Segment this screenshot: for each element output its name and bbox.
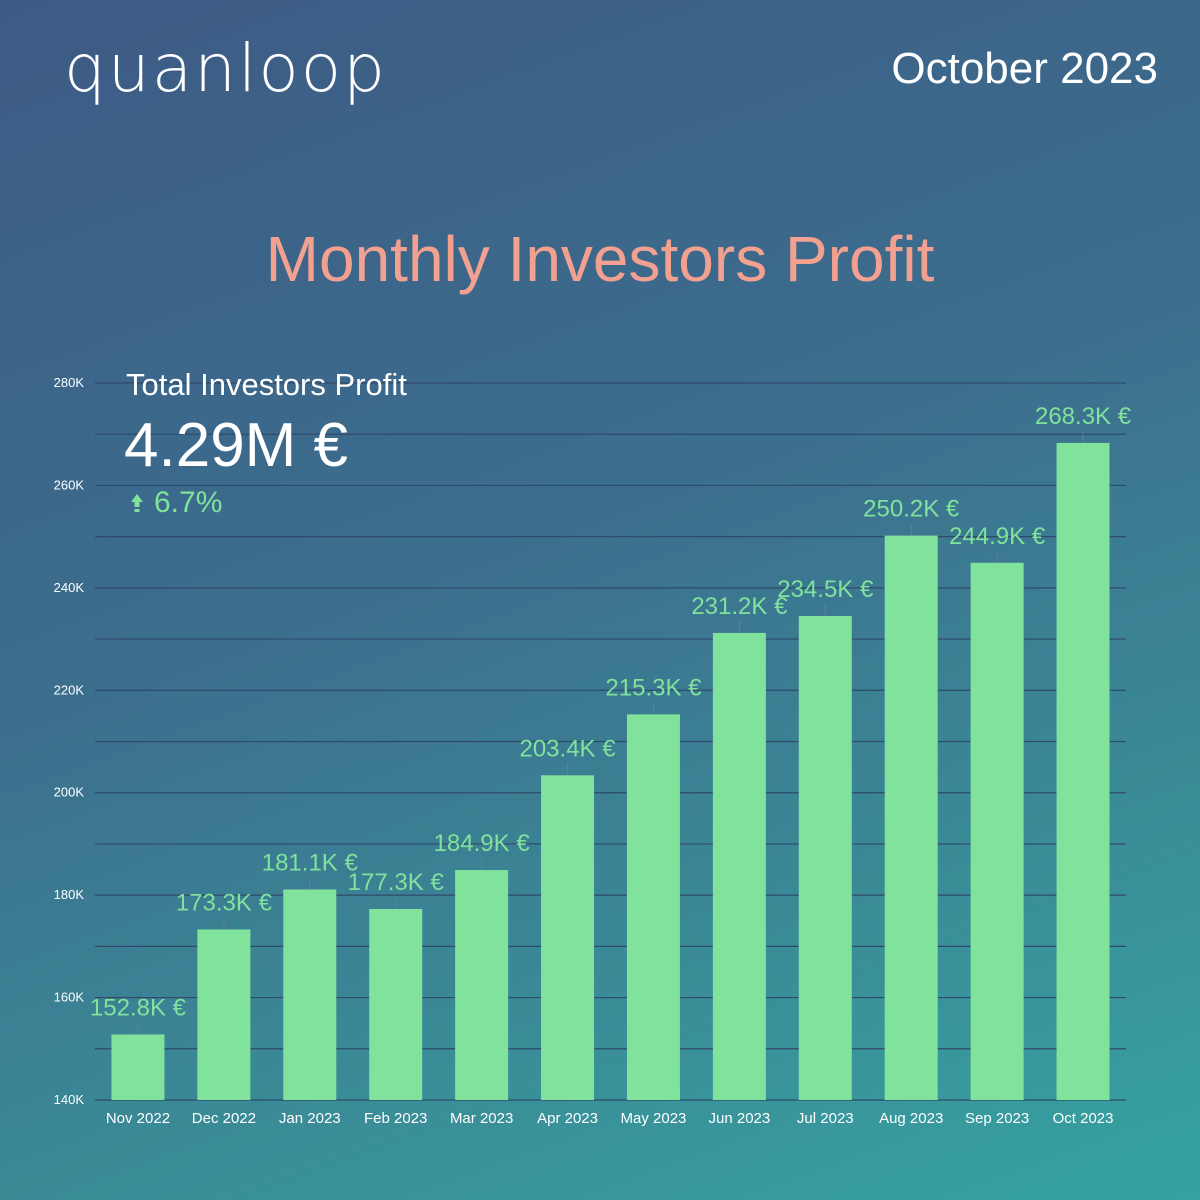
bar — [712, 632, 766, 1100]
x-tick-label: Feb 2023 — [364, 1110, 427, 1127]
bar — [283, 889, 337, 1100]
kpi-change-value: 6.7% — [154, 486, 223, 519]
bar — [541, 775, 595, 1100]
chart-title: Monthly Investors Profit — [265, 223, 935, 295]
data-label: 231.2K € — [691, 593, 788, 620]
x-tick-label: Dec 2022 — [192, 1110, 256, 1127]
bar — [626, 714, 680, 1100]
y-tick-label: 260K — [54, 477, 85, 492]
y-tick-label: 220K — [54, 682, 85, 697]
brand-logo: quanloop — [64, 30, 387, 107]
x-tick-label: Mar 2023 — [450, 1110, 513, 1127]
arrow-up-icon — [131, 494, 143, 512]
data-label: 244.9K € — [949, 523, 1046, 550]
data-label: 173.3K € — [176, 889, 273, 916]
bar — [197, 929, 251, 1100]
x-tick-label: Aug 2023 — [879, 1110, 943, 1127]
bar — [970, 562, 1024, 1100]
data-label: 250.2K € — [863, 496, 960, 523]
data-label: 268.3K € — [1035, 403, 1132, 430]
report-period: October 2023 — [891, 44, 1158, 93]
data-label: 203.4K € — [519, 735, 616, 762]
bar — [798, 616, 852, 1100]
y-tick-label: 280K — [54, 375, 85, 390]
data-label: 184.9K € — [434, 830, 531, 857]
kpi-label: Total Investors Profit — [126, 367, 407, 402]
data-label: 181.1K € — [262, 850, 359, 877]
x-tick-label: Oct 2023 — [1053, 1110, 1114, 1127]
y-tick-label: 140K — [54, 1092, 85, 1107]
bar — [1056, 442, 1110, 1100]
x-tick-label: Apr 2023 — [537, 1110, 598, 1127]
y-tick-label: 180K — [54, 887, 85, 902]
kpi-value: 4.29M € — [124, 411, 349, 480]
bar — [111, 1034, 165, 1100]
x-tick-label: Jun 2023 — [709, 1110, 771, 1127]
y-tick-label: 160K — [54, 990, 85, 1005]
x-tick-label: Jan 2023 — [279, 1110, 341, 1127]
x-tick-label: May 2023 — [621, 1110, 687, 1127]
y-tick-label: 200K — [54, 785, 85, 800]
x-tick-label: Sep 2023 — [965, 1110, 1029, 1127]
bar — [455, 870, 509, 1100]
bar — [369, 908, 423, 1100]
x-tick-label: Nov 2022 — [106, 1110, 170, 1127]
y-tick-label: 240K — [54, 580, 85, 595]
data-label: 234.5K € — [777, 576, 874, 603]
data-label: 215.3K € — [605, 674, 702, 701]
kpi-change: 6.7% — [130, 486, 222, 520]
data-label: 177.3K € — [348, 869, 445, 896]
x-tick-label: Jul 2023 — [797, 1110, 854, 1127]
data-label: 152.8K € — [90, 994, 187, 1021]
bar — [884, 535, 938, 1100]
